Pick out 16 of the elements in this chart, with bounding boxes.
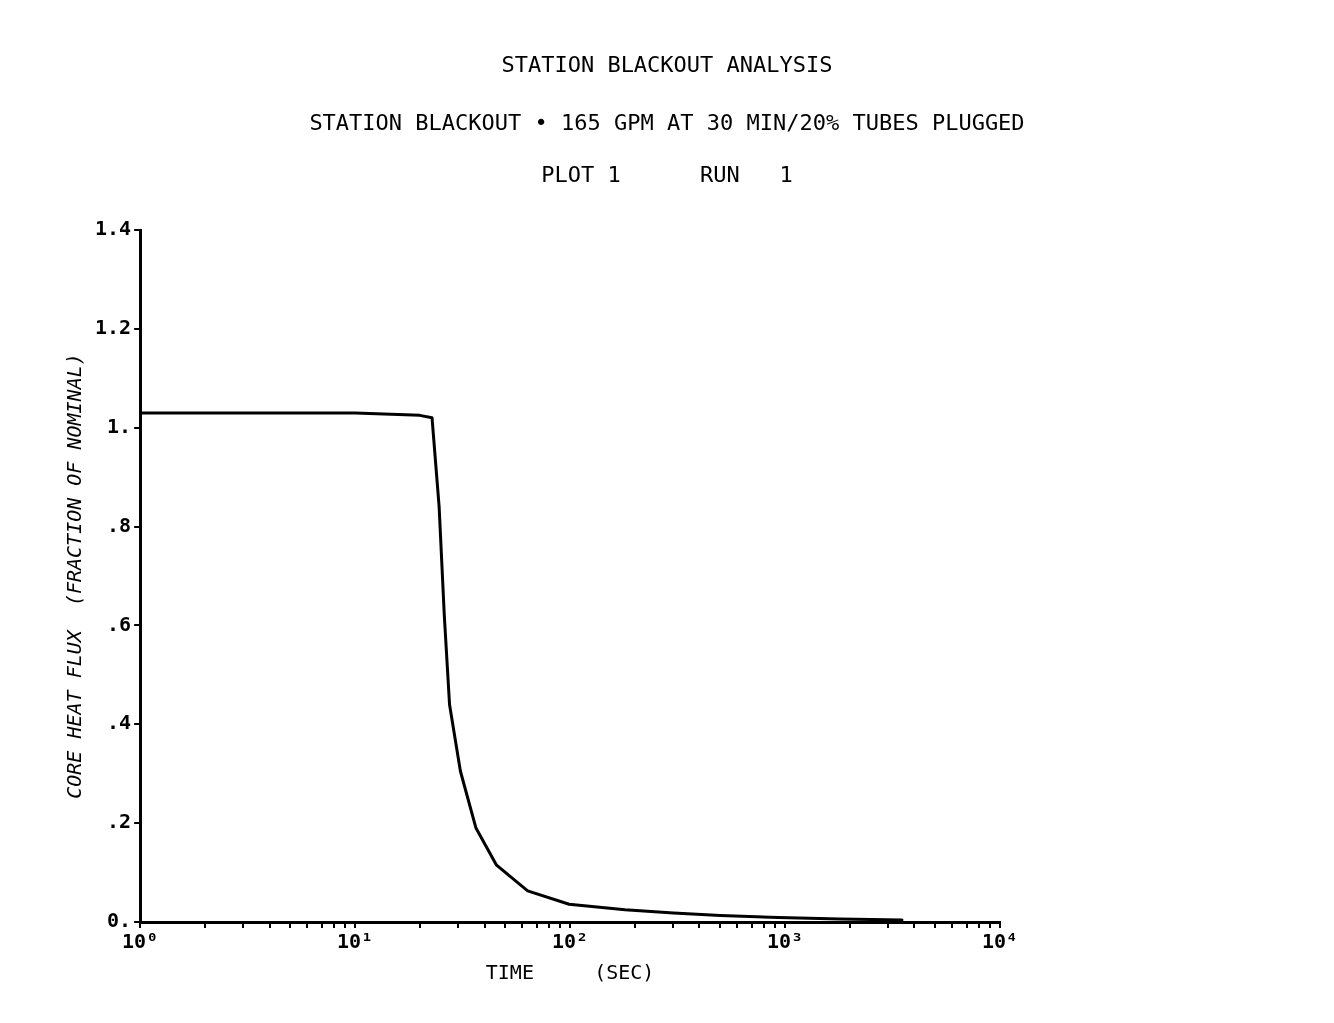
x-tick-label: 10⁴ bbox=[981, 929, 1019, 954]
y-tick-label: 1.4 bbox=[95, 216, 132, 241]
chart-subtitle: STATION BLACKOUT • 165 GPM AT 30 MIN/20% TUBES PLUGGED bbox=[308, 110, 1026, 135]
y-tick-label: 1. bbox=[107, 413, 132, 438]
y-tick-label: .8 bbox=[107, 512, 132, 537]
x-axis-title: TIME (SEC) bbox=[485, 960, 655, 985]
y-tick-label: .4 bbox=[107, 710, 132, 735]
y-tick-label: .2 bbox=[107, 809, 132, 834]
y-axis-title: CORE HEAT FLUX (FRACTION OF NOMINAL) bbox=[62, 353, 87, 799]
text: PLOT 1 RUN 1 bbox=[540, 162, 794, 187]
y-tick-label: 1.2 bbox=[95, 315, 132, 340]
x-tick-label: 10² bbox=[552, 929, 589, 954]
chart-title: STATION BLACKOUT ANALYSIS bbox=[500, 52, 834, 77]
x-tick-label: 10¹ bbox=[337, 929, 374, 954]
x-tick-label: 10³ bbox=[766, 929, 804, 954]
y-tick-label: .6 bbox=[107, 611, 132, 636]
